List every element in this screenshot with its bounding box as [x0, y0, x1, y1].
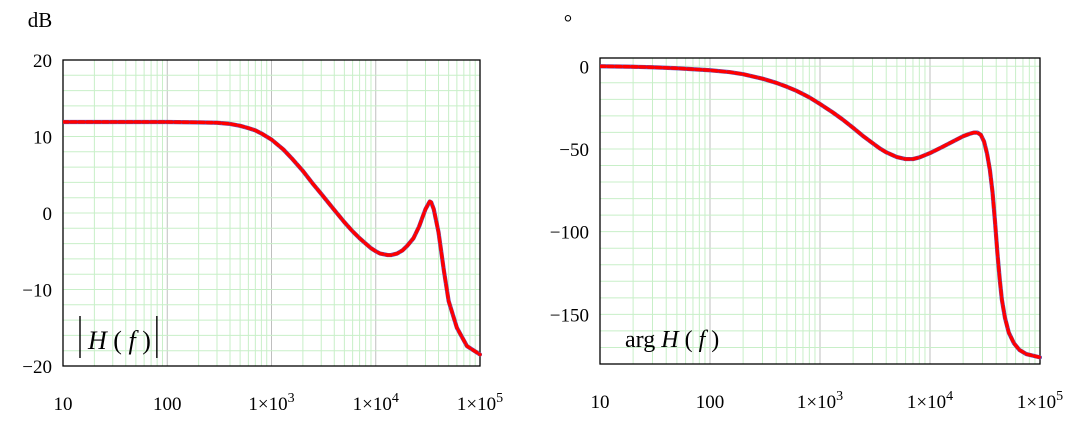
phase-y-tick-label: 0: [580, 57, 590, 78]
magnitude-x-tick-label: 10: [54, 394, 73, 415]
phase-x-tick-label: 1×105: [1017, 389, 1063, 413]
magnitude-unit-label: dB: [28, 8, 53, 32]
phase-x-tick-label: 10: [591, 392, 610, 413]
magnitude-y-tick-label: −10: [22, 281, 52, 302]
magnitude-plot-frame: [62, 59, 481, 367]
phase-x-tick-label: 1×103: [797, 389, 843, 413]
phase-legend: arg H ( f ): [625, 327, 719, 353]
phase-series: [600, 64, 1042, 360]
phase-x-tick-label: 1×104: [907, 389, 953, 413]
magnitude-series-line-dashed-0: [63, 120, 482, 357]
magnitude-x-tick-label: 1×105: [457, 391, 503, 415]
magnitude-y-tick-label: 10: [33, 128, 52, 149]
magnitude-legend-text: H ( f ): [87, 326, 151, 355]
phase-legend-text: arg H ( f ): [625, 327, 719, 353]
magnitude-y-tick-label: −20: [22, 357, 52, 378]
phase-unit-label: °: [564, 10, 572, 34]
magnitude-x-tick-label: 100: [153, 394, 182, 415]
phase-y-tick-label: −50: [559, 140, 589, 161]
magnitude-x-tick-label: 1×103: [248, 391, 294, 415]
magnitude-x-tick-label: 1×104: [353, 391, 399, 415]
magnitude-grid: [63, 60, 480, 366]
magnitude-legend: H ( f ): [79, 316, 158, 358]
phase-plot-frame: [599, 57, 1041, 365]
phase-x-tick-label: 100: [696, 392, 725, 413]
phase-y-tick-label: −100: [550, 223, 589, 244]
magnitude-y-tick-label: 0: [43, 204, 53, 225]
magnitude-series: [63, 119, 482, 357]
phase-y-tick-label: −150: [550, 305, 589, 326]
phase-series-line-dashed-0: [600, 64, 1042, 360]
phase-tick-labels: 10 100 1×103 1×104 1×105 0 −50 −100 −150: [550, 57, 1063, 413]
phase-chart: 10 100 1×103 1×104 1×105 0 −50 −100 −150 ° arg H…: [550, 10, 1063, 413]
magnitude-y-tick-label: 20: [33, 51, 52, 72]
phase-grid: [600, 58, 1040, 364]
